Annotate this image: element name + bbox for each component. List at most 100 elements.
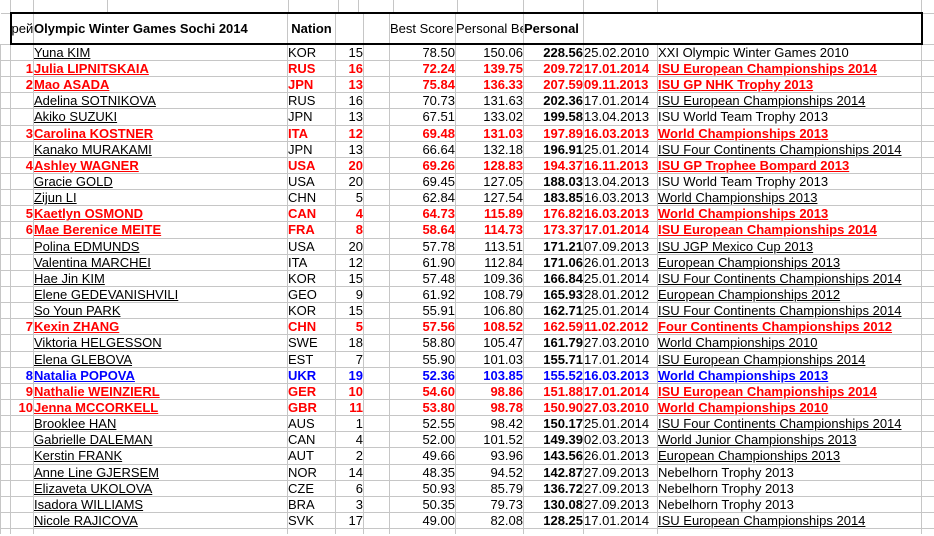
skater-name-link[interactable]: Elene GEDEVANISHVILI	[33, 285, 288, 304]
event-link[interactable]: ISU European Championships 2014	[657, 92, 922, 110]
short-program-score-cell: 49.66	[389, 447, 456, 465]
total-score-cell: 209.72	[523, 59, 584, 78]
event-link[interactable]: ISU European Championships 2014	[657, 59, 922, 78]
event-link[interactable]: ISU GP Trophee Bompard 2013	[657, 156, 922, 174]
event-link[interactable]: World Championships 2013	[657, 366, 922, 384]
short-program-score-cell: 72.24	[389, 59, 456, 78]
skater-name-link[interactable]: Carolina KOSTNER	[33, 124, 288, 142]
event-link[interactable]: World Championships 2010	[657, 334, 922, 352]
free-skating-score-cell: 103.85	[455, 366, 524, 384]
event-link[interactable]: World Championships 2010	[657, 398, 922, 417]
free-skating-score-cell: 105.47	[455, 334, 524, 352]
nation-cell: AUS	[287, 415, 336, 433]
start-number-cell: 13	[335, 140, 364, 158]
event-link[interactable]: Four Continents Championships 2012	[657, 318, 922, 336]
skater-name-link[interactable]: Gracie GOLD	[33, 172, 288, 191]
skater-name-link[interactable]: Nathalie WEINZIERL	[33, 382, 288, 400]
event-link[interactable]: ISU Four Continents Championships 2014	[657, 140, 922, 158]
event-link[interactable]: ISU Four Continents Championships 2014	[657, 415, 922, 433]
event-link[interactable]: World Junior Championships 2013	[657, 431, 922, 449]
free-skating-score-cell: 133.02	[455, 108, 524, 126]
event-link[interactable]: European Championships 2013	[657, 253, 922, 271]
event-link[interactable]: World Championships 2013	[657, 189, 922, 207]
free-skating-score-cell: 112.84	[455, 253, 524, 271]
skater-name-link[interactable]: Adelina SOTNIKOVA	[33, 92, 288, 110]
short-program-score-cell: 49.00	[389, 511, 456, 530]
table-row: 10 Jenna MCCORKELL GBR 11 53.80 98.78 150.90 27…	[0, 398, 934, 417]
rank-cell	[10, 479, 34, 497]
start-number-cell: 9	[335, 285, 364, 304]
start-number-cell: 6	[335, 479, 364, 497]
gap-cell	[363, 495, 390, 513]
skater-name-link[interactable]: Kerstin FRANK	[33, 447, 288, 465]
skater-name-link[interactable]: Julia LIPNITSKAIA	[33, 59, 288, 78]
start-number-cell: 3	[335, 495, 364, 513]
skater-name-link[interactable]: Mao ASADA	[33, 76, 288, 94]
skater-name-link[interactable]: Elena GLEBOVA	[33, 350, 288, 368]
event-link[interactable]: World Championships 2013	[657, 205, 922, 223]
event-link[interactable]: ISU Four Continents Championships 2014	[657, 269, 922, 287]
skater-name-link[interactable]: Zijun LI	[33, 189, 288, 207]
right-edge-cell	[921, 302, 934, 320]
event-link[interactable]: European Championships 2012	[657, 285, 922, 304]
right-edge-cell	[921, 398, 934, 417]
start-number-cell: 5	[335, 189, 364, 207]
skater-name-link[interactable]: Hae Jin KIM	[33, 269, 288, 287]
event-link: ISU World Team Trophy 2013	[657, 108, 922, 126]
event-link[interactable]: European Championships 2013	[657, 447, 922, 465]
start-number-cell: 19	[335, 366, 364, 384]
skater-name-link[interactable]: Elizaveta UKOLOVA	[33, 479, 288, 497]
total-score-cell: 150.17	[523, 415, 584, 433]
event-link[interactable]: ISU European Championships 2014	[657, 350, 922, 368]
skater-name-link[interactable]: Kaetlyn OSMOND	[33, 205, 288, 223]
skater-name-link[interactable]: Isadora WILLIAMS	[33, 495, 288, 513]
date-cell: 16.11.2013	[583, 156, 658, 174]
skater-name-link[interactable]: Valentina MARCHEI	[33, 253, 288, 271]
header-row: рей тинг Olympic Winter Games Sochi 2014…	[0, 12, 934, 45]
event-link[interactable]: ISU JGP Mexico Cup 2013	[657, 237, 922, 255]
gap-cell	[363, 124, 390, 142]
skater-name-link[interactable]: Viktoria HELGESSON	[33, 334, 288, 352]
event-link[interactable]: ISU European Championships 2014	[657, 511, 922, 530]
skater-name-link[interactable]: Akiko SUZUKI	[33, 108, 288, 126]
event-link[interactable]: ISU Four Continents Championships 2014	[657, 302, 922, 320]
spreadsheet-top-partial-row	[0, 0, 934, 12]
nation-cell: JPN	[287, 140, 336, 158]
skater-name-link[interactable]: Nicole RAJICOVA	[33, 511, 288, 530]
event-link[interactable]: ISU European Championships 2014	[657, 221, 922, 239]
free-skating-score-cell: 113.51	[455, 237, 524, 255]
start-number-cell: 17	[335, 511, 364, 530]
right-edge-cell	[921, 221, 934, 239]
start-number-cell: 15	[335, 302, 364, 320]
event-link[interactable]: ISU European Championships 2014	[657, 382, 922, 400]
rank-cell	[10, 511, 34, 530]
table-row: Kerstin FRANK AUT 2 49.66 93.96 143.56 26.01.2…	[0, 447, 934, 465]
skater-name-link[interactable]: Anne Line GJERSEM	[33, 463, 288, 481]
rank-cell	[10, 269, 34, 287]
skater-name-link[interactable]: Kexin ZHANG	[33, 318, 288, 336]
skater-name-link[interactable]: Gabrielle DALEMAN	[33, 431, 288, 449]
skater-name-link[interactable]: Jenna MCCORKELL	[33, 398, 288, 417]
event-link[interactable]: ISU GP NHK Trophy 2013	[657, 76, 922, 94]
free-skating-score-cell: 127.05	[455, 172, 524, 191]
right-edge-cell	[921, 172, 934, 191]
start-number-cell: 11	[335, 398, 364, 417]
skater-name-link[interactable]: So Youn PARK	[33, 302, 288, 320]
short-program-score-cell: 75.84	[389, 76, 456, 94]
skater-name-link[interactable]: Kanako MURAKAMI	[33, 140, 288, 158]
skater-name-link[interactable]: Yuna KIM	[33, 43, 288, 61]
rank-cell	[10, 334, 34, 352]
skater-name-link[interactable]: Brooklee HAN	[33, 415, 288, 433]
gridline	[657, 0, 658, 12]
date-cell: 13.04.2013	[583, 108, 658, 126]
event-link[interactable]: World Championships 2013	[657, 124, 922, 142]
skater-name-link[interactable]: Polina EDMUNDS	[33, 237, 288, 255]
skater-name-link[interactable]: Mae Berenice MEITE	[33, 221, 288, 239]
gridline	[583, 0, 584, 12]
total-score-cell: 173.37	[523, 221, 584, 239]
skater-name-link[interactable]: Natalia POPOVA	[33, 366, 288, 384]
free-skating-score-cell: 98.42	[455, 415, 524, 433]
skater-name-link[interactable]: Ashley WAGNER	[33, 156, 288, 174]
total-score-cell: 166.84	[523, 269, 584, 287]
table-row: Nicole RAJICOVA SVK 17 49.00 82.08 128.25 17.0…	[0, 511, 934, 530]
